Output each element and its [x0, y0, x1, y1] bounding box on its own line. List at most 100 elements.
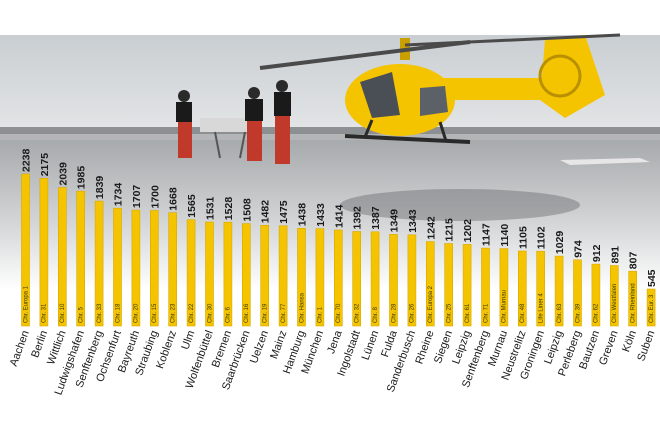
bar	[573, 259, 582, 327]
bar	[242, 223, 251, 327]
bar-helicopter-label: Chr. 1	[318, 306, 324, 323]
x-tick-label: Jena	[325, 328, 345, 355]
bar-value-label: 1414	[333, 204, 345, 228]
bar-helicopter-label: Chr. 22	[189, 303, 195, 323]
bar-helicopter-label: Chr. 39	[575, 303, 581, 323]
bar-helicopter-label: Chr. 16	[244, 303, 250, 323]
bar-value-label: 1392	[352, 206, 364, 230]
bar-value-label: 1147	[481, 223, 493, 246]
bar-value-label: 1215	[444, 218, 456, 242]
bar	[370, 231, 380, 327]
bar-helicopter-label: Chr. 71	[483, 303, 489, 323]
bar-helicopter-label: Chr. 70	[336, 303, 342, 323]
bar	[94, 200, 104, 327]
bar	[297, 228, 306, 327]
paramedic-icon	[176, 90, 192, 158]
bar-value-label: 1438	[297, 203, 309, 227]
bar-value-label: 1508	[241, 198, 253, 222]
bar-helicopter-label: Chr. 63	[557, 303, 563, 323]
paramedic-icon	[274, 80, 291, 164]
helicopter-shadow	[340, 189, 580, 221]
bar-value-label: 545	[646, 269, 658, 287]
bar-value-label: 974	[573, 240, 585, 258]
bar	[39, 178, 49, 327]
x-tick-label: Köln	[620, 329, 639, 354]
bar	[425, 241, 435, 327]
stretcher-icon	[200, 118, 255, 159]
bar-value-label: 912	[591, 244, 603, 262]
bar-helicopter-label: Chr. 33	[97, 303, 103, 323]
helipad-marking	[560, 158, 650, 165]
bar-value-label: 2039	[57, 162, 69, 186]
x-tick-label: Lünen	[360, 329, 382, 362]
bar	[554, 255, 564, 327]
bar-value-label: 2175	[39, 153, 51, 177]
parapet-wall	[0, 134, 660, 141]
bar	[260, 225, 270, 327]
bar-value-label: 1528	[223, 197, 235, 221]
bar-helicopter-label: Chr. 15	[152, 303, 158, 323]
bar	[407, 234, 417, 327]
bar-value-label: 1102	[536, 226, 548, 249]
bar-helicopter-label: Chr. Europa 1	[23, 285, 29, 323]
bar-helicopter-label: Chr. 31	[42, 303, 48, 323]
bar-helicopter-label: Chr. 48	[520, 303, 526, 323]
bar	[315, 228, 325, 327]
bar	[186, 219, 196, 327]
bar-helicopter-label: Chr. 62	[594, 303, 600, 323]
bar-value-label: 2238	[21, 148, 33, 172]
bar-helicopter-label: Chr. 25	[447, 303, 453, 323]
bar	[352, 231, 362, 327]
bar	[205, 221, 214, 327]
bar-helicopter-label: Chr. Europa 2	[428, 285, 434, 323]
bar	[499, 248, 509, 327]
bar-value-label: 1387	[370, 206, 382, 230]
bar	[223, 221, 233, 327]
bar-value-label: 1707	[131, 185, 143, 209]
paramedic-icon	[245, 87, 263, 161]
bar	[517, 250, 527, 327]
bar	[536, 250, 546, 327]
bar-value-label: 1565	[186, 194, 198, 218]
bar	[462, 244, 472, 327]
bar-helicopter-label: Chr. Eur. 3	[649, 294, 655, 323]
bar-helicopter-label: Chr. 5	[79, 306, 85, 323]
bar	[131, 209, 141, 327]
bar	[113, 207, 122, 327]
bar	[591, 263, 601, 327]
bar-helicopter-label: Chr. 8	[373, 306, 379, 323]
bar-helicopter-label: Life Liner 4	[539, 293, 545, 323]
bar-helicopter-label: Chr. Hansa	[299, 292, 305, 323]
bar	[628, 270, 638, 327]
bar-helicopter-label: Chr. 18	[115, 303, 121, 323]
x-tick-label: Aachen	[8, 329, 32, 368]
bar-value-label: 1242	[425, 216, 437, 240]
bar-value-label: 1482	[260, 200, 272, 224]
bar-helicopter-label: Chr. 19	[263, 303, 269, 323]
bar	[150, 210, 159, 327]
bar-helicopter-label: Chr. 61	[465, 303, 471, 323]
x-tick-label: Ulm	[179, 329, 197, 351]
helicopter-icon	[259, 33, 621, 144]
bar-value-label: 1839	[94, 176, 106, 200]
bar	[444, 243, 454, 327]
bar-value-label: 1029	[554, 231, 566, 255]
bar-helicopter-label: Chr. Rheinland	[631, 283, 637, 323]
bar-value-label: 807	[628, 252, 640, 270]
bar	[389, 234, 398, 327]
bar-helicopter-label: Chr. 26	[410, 303, 416, 323]
bar-value-label: 891	[609, 246, 621, 264]
bar-value-label: 1349	[389, 209, 401, 233]
bar-value-label: 1985	[76, 166, 88, 190]
bar-helicopter-label: Chr. 23	[171, 303, 177, 323]
bar-helicopter-label: Chr. 28	[391, 303, 397, 323]
bar-value-label: 1202	[462, 219, 474, 243]
bar	[278, 225, 288, 327]
bar	[646, 288, 656, 327]
bar	[57, 187, 67, 327]
bar-value-label: 1475	[278, 200, 290, 224]
bar-value-label: 1734	[113, 183, 125, 207]
bar-helicopter-label: Chr. Murnau	[502, 290, 508, 323]
